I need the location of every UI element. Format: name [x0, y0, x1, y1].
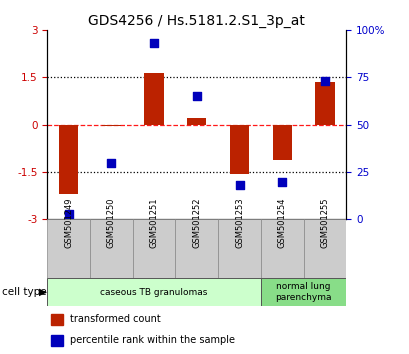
Bar [59, 125, 78, 194]
Text: GSM501252: GSM501252 [192, 197, 201, 247]
Text: caseous TB granulomas: caseous TB granulomas [100, 287, 207, 297]
Text: GSM501249: GSM501249 [64, 197, 73, 247]
Point [108, 160, 114, 165]
Text: GSM501255: GSM501255 [320, 197, 329, 247]
Point [279, 179, 285, 184]
Bar [175, 219, 218, 278]
Bar [218, 219, 260, 278]
Bar [315, 82, 334, 125]
Bar [133, 219, 175, 278]
Text: ▶: ▶ [39, 287, 47, 297]
Bar [260, 219, 303, 278]
Text: GSM501253: GSM501253 [234, 197, 243, 247]
Text: GSM501251: GSM501251 [149, 197, 158, 247]
Point [321, 78, 328, 84]
Bar [260, 278, 346, 306]
Bar [272, 125, 291, 160]
Bar [51, 335, 63, 346]
Text: transformed count: transformed count [70, 314, 161, 324]
Point [236, 183, 242, 188]
Point [65, 211, 72, 217]
Point [193, 93, 200, 99]
Bar [51, 314, 63, 325]
Text: cell type: cell type [2, 287, 47, 297]
Bar [47, 278, 260, 306]
Title: GDS4256 / Hs.5181.2.S1_3p_at: GDS4256 / Hs.5181.2.S1_3p_at [88, 14, 304, 28]
Bar [303, 219, 346, 278]
Bar [101, 125, 121, 126]
Text: GSM501254: GSM501254 [277, 197, 286, 247]
Point [151, 40, 157, 46]
Text: percentile rank within the sample: percentile rank within the sample [70, 336, 235, 346]
Text: normal lung
parenchyma: normal lung parenchyma [275, 282, 331, 302]
Bar [229, 125, 249, 174]
Bar [47, 219, 90, 278]
Bar [90, 219, 133, 278]
Bar [144, 73, 163, 125]
Text: GSM501250: GSM501250 [106, 197, 115, 247]
Bar [187, 119, 206, 125]
